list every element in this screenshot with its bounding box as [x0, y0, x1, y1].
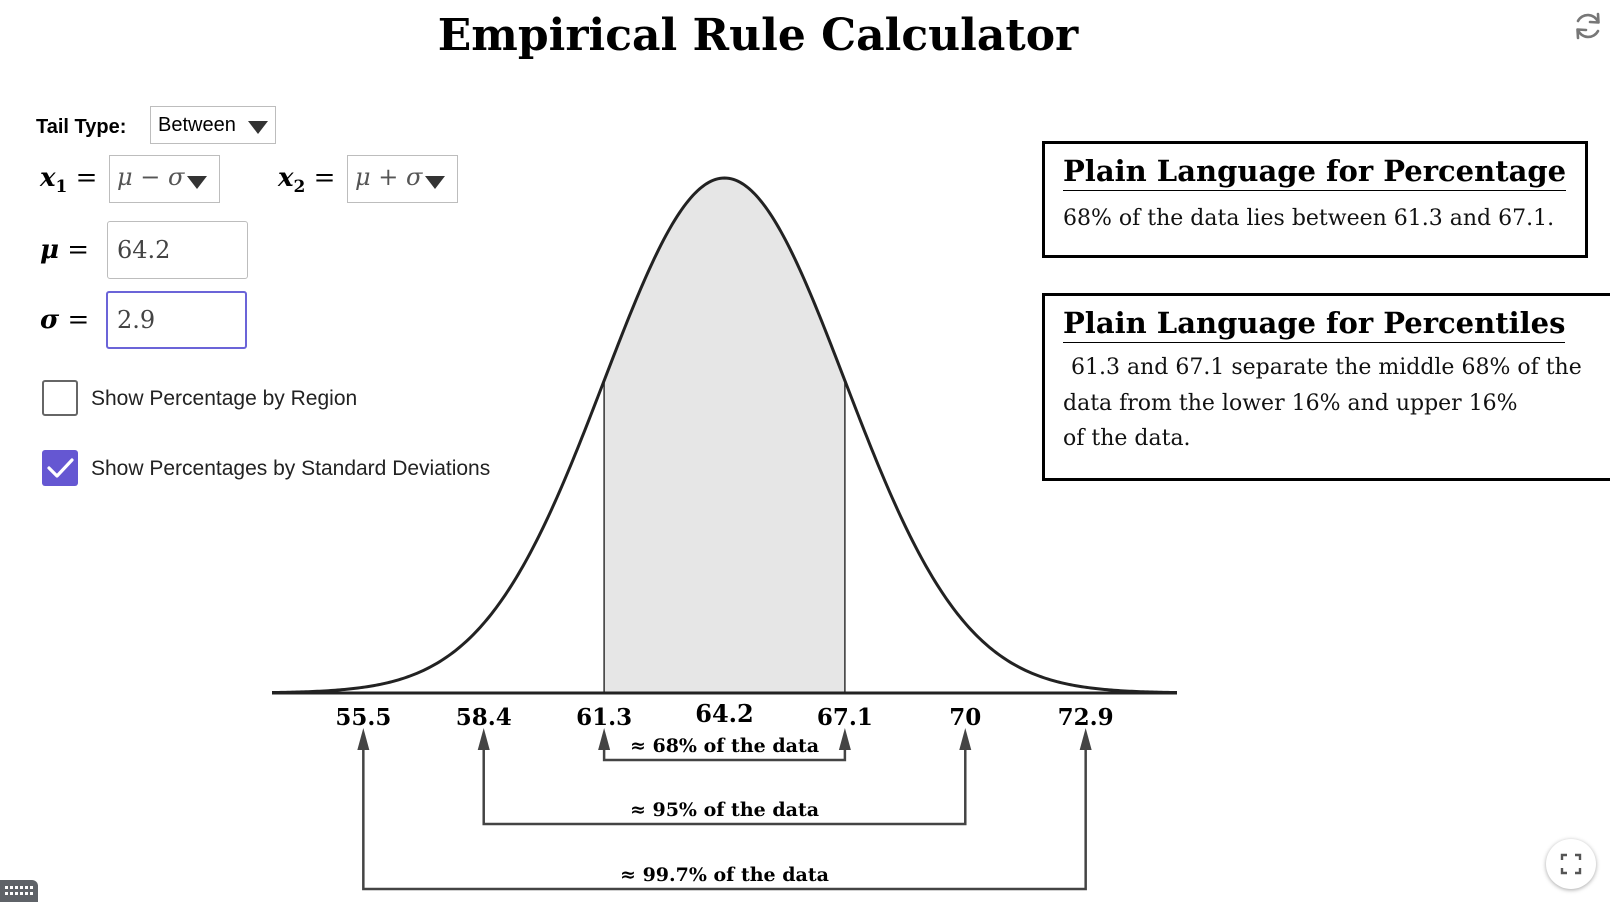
range-arrow — [1079, 728, 1092, 750]
x-tick-label: 55.5 — [335, 704, 391, 731]
range-arrow — [357, 728, 370, 750]
x-tick-label: 67.1 — [817, 704, 873, 731]
x1-dropdown[interactable]: μ − σ — [109, 155, 220, 203]
x-tick-label: 72.9 — [1058, 704, 1114, 731]
show-sd-checkbox[interactable] — [42, 450, 78, 486]
percentage-box-title: Plain Language for Percentage — [1063, 152, 1567, 191]
range-arrow — [598, 728, 611, 750]
x1-value: μ − σ — [117, 163, 185, 191]
show-region-label: Show Percentage by Region — [91, 387, 358, 410]
sigma-label: σ = — [40, 305, 90, 335]
fullscreen-icon[interactable] — [1546, 839, 1596, 889]
percentiles-box-line: of the data. — [1063, 426, 1191, 451]
shaded-region — [604, 178, 845, 693]
page-title: Empirical Rule Calculator — [437, 10, 1079, 61]
sigma-input[interactable] — [106, 291, 247, 349]
tail-type-value: Between — [158, 114, 236, 136]
x-tick-label: 70 — [949, 704, 981, 731]
chevron-down-icon — [248, 121, 268, 134]
refresh-icon[interactable] — [1572, 10, 1604, 42]
x2-value: μ + σ — [355, 163, 423, 191]
mu-input[interactable] — [107, 221, 248, 279]
percentiles-box-title: Plain Language for Percentiles — [1063, 304, 1566, 343]
show-sd-label: Show Percentages by Standard Deviations — [91, 457, 491, 480]
range-label: ≈ 68% of the data — [630, 735, 819, 757]
chevron-down-icon — [187, 176, 207, 189]
x2-label: x2 = — [278, 163, 336, 198]
tail-type-dropdown[interactable]: Between — [150, 106, 276, 144]
range-bracket — [362, 738, 1087, 891]
range-arrow — [477, 728, 490, 750]
x-tick-label: 58.4 — [456, 704, 512, 731]
range-label: ≈ 99.7% of the data — [620, 864, 829, 886]
range-arrow — [838, 728, 851, 750]
checkmark-icon — [47, 458, 74, 478]
percentage-box: Plain Language for Percentage 68% of the… — [1042, 141, 1588, 258]
x2-dropdown[interactable]: μ + σ — [347, 155, 458, 203]
range-bracket — [482, 738, 967, 826]
normal-curve — [271, 176, 1178, 695]
x-tick-label: 64.2 — [695, 699, 753, 728]
percentiles-box-line: 61.3 and 67.1 separate the middle 68% of… — [1071, 355, 1582, 380]
percentage-box-text: 68% of the data lies between 61.3 and 67… — [1063, 206, 1555, 231]
x1-label: x1 = — [40, 163, 98, 198]
mu-label: μ = — [40, 235, 90, 265]
tail-type-label: Tail Type: — [36, 116, 127, 138]
percentiles-box: Plain Language for Percentiles 61.3 and … — [1042, 293, 1610, 481]
range-arrow — [959, 728, 972, 750]
percentiles-box-line: data from the lower 16% and upper 16% — [1063, 391, 1518, 416]
keyboard-icon[interactable] — [0, 880, 38, 902]
range-label: ≈ 95% of the data — [630, 799, 819, 821]
x-tick-label: 61.3 — [576, 704, 632, 731]
chevron-down-icon — [425, 176, 445, 189]
show-region-checkbox[interactable] — [42, 380, 78, 416]
